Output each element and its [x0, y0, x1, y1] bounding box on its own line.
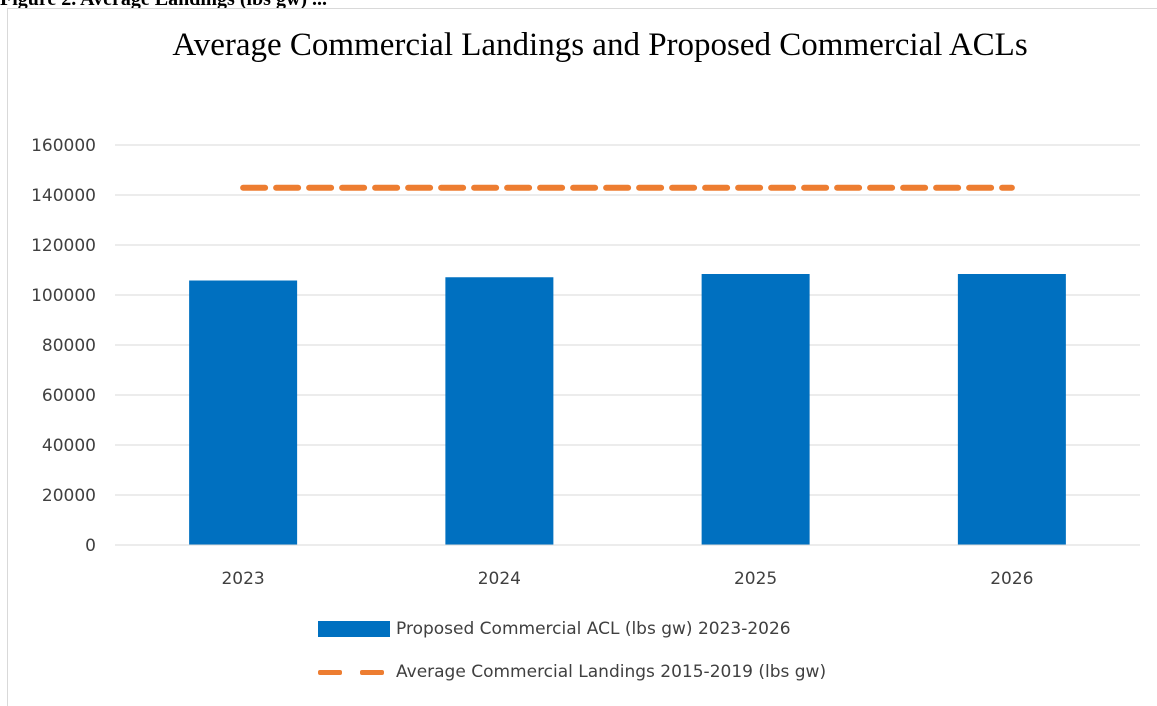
figure-caption: Figure 2. Average Landings (lbs gw) ... — [0, 0, 700, 14]
chart-title: Average Commercial Landings and Proposed… — [172, 27, 1028, 63]
legend-label-acl: Proposed Commercial ACL (lbs gw) 2023-20… — [396, 619, 791, 639]
y-tick-label: 120000 — [31, 236, 96, 256]
y-tick-label: 60000 — [42, 386, 96, 406]
y-axis-tick-labels: 0 20000 40000 60000 80000 100000 120000 140000 1… — [31, 136, 96, 556]
x-tick-label: 2026 — [990, 569, 1033, 589]
bar-series — [189, 274, 1066, 545]
x-tick-label: 2023 — [221, 569, 264, 589]
legend-label-average: Average Commercial Landings 2015-2019 (l… — [396, 662, 827, 682]
bar — [957, 274, 1066, 545]
x-tick-label: 2025 — [734, 569, 777, 589]
legend-item-average: Average Commercial Landings 2015-2019 (l… — [318, 657, 1018, 687]
y-tick-label: 160000 — [31, 136, 96, 156]
x-axis-tick-labels: 2023 2024 2025 2026 — [221, 569, 1033, 589]
y-tick-label: 40000 — [42, 436, 96, 456]
y-tick-label: 20000 — [42, 486, 96, 506]
legend-swatch-dashed-line — [318, 664, 390, 680]
x-tick-label: 2024 — [478, 569, 521, 589]
y-tick-label: 0 — [85, 536, 96, 556]
y-tick-label: 80000 — [42, 336, 96, 356]
y-tick-label: 140000 — [31, 186, 96, 206]
y-tick-label: 100000 — [31, 286, 96, 306]
bar — [701, 274, 810, 545]
legend-swatch-bar — [318, 621, 390, 637]
legend-item-acl: Proposed Commercial ACL (lbs gw) 2023-20… — [318, 614, 1018, 644]
bar — [445, 277, 554, 545]
bar — [189, 280, 298, 545]
